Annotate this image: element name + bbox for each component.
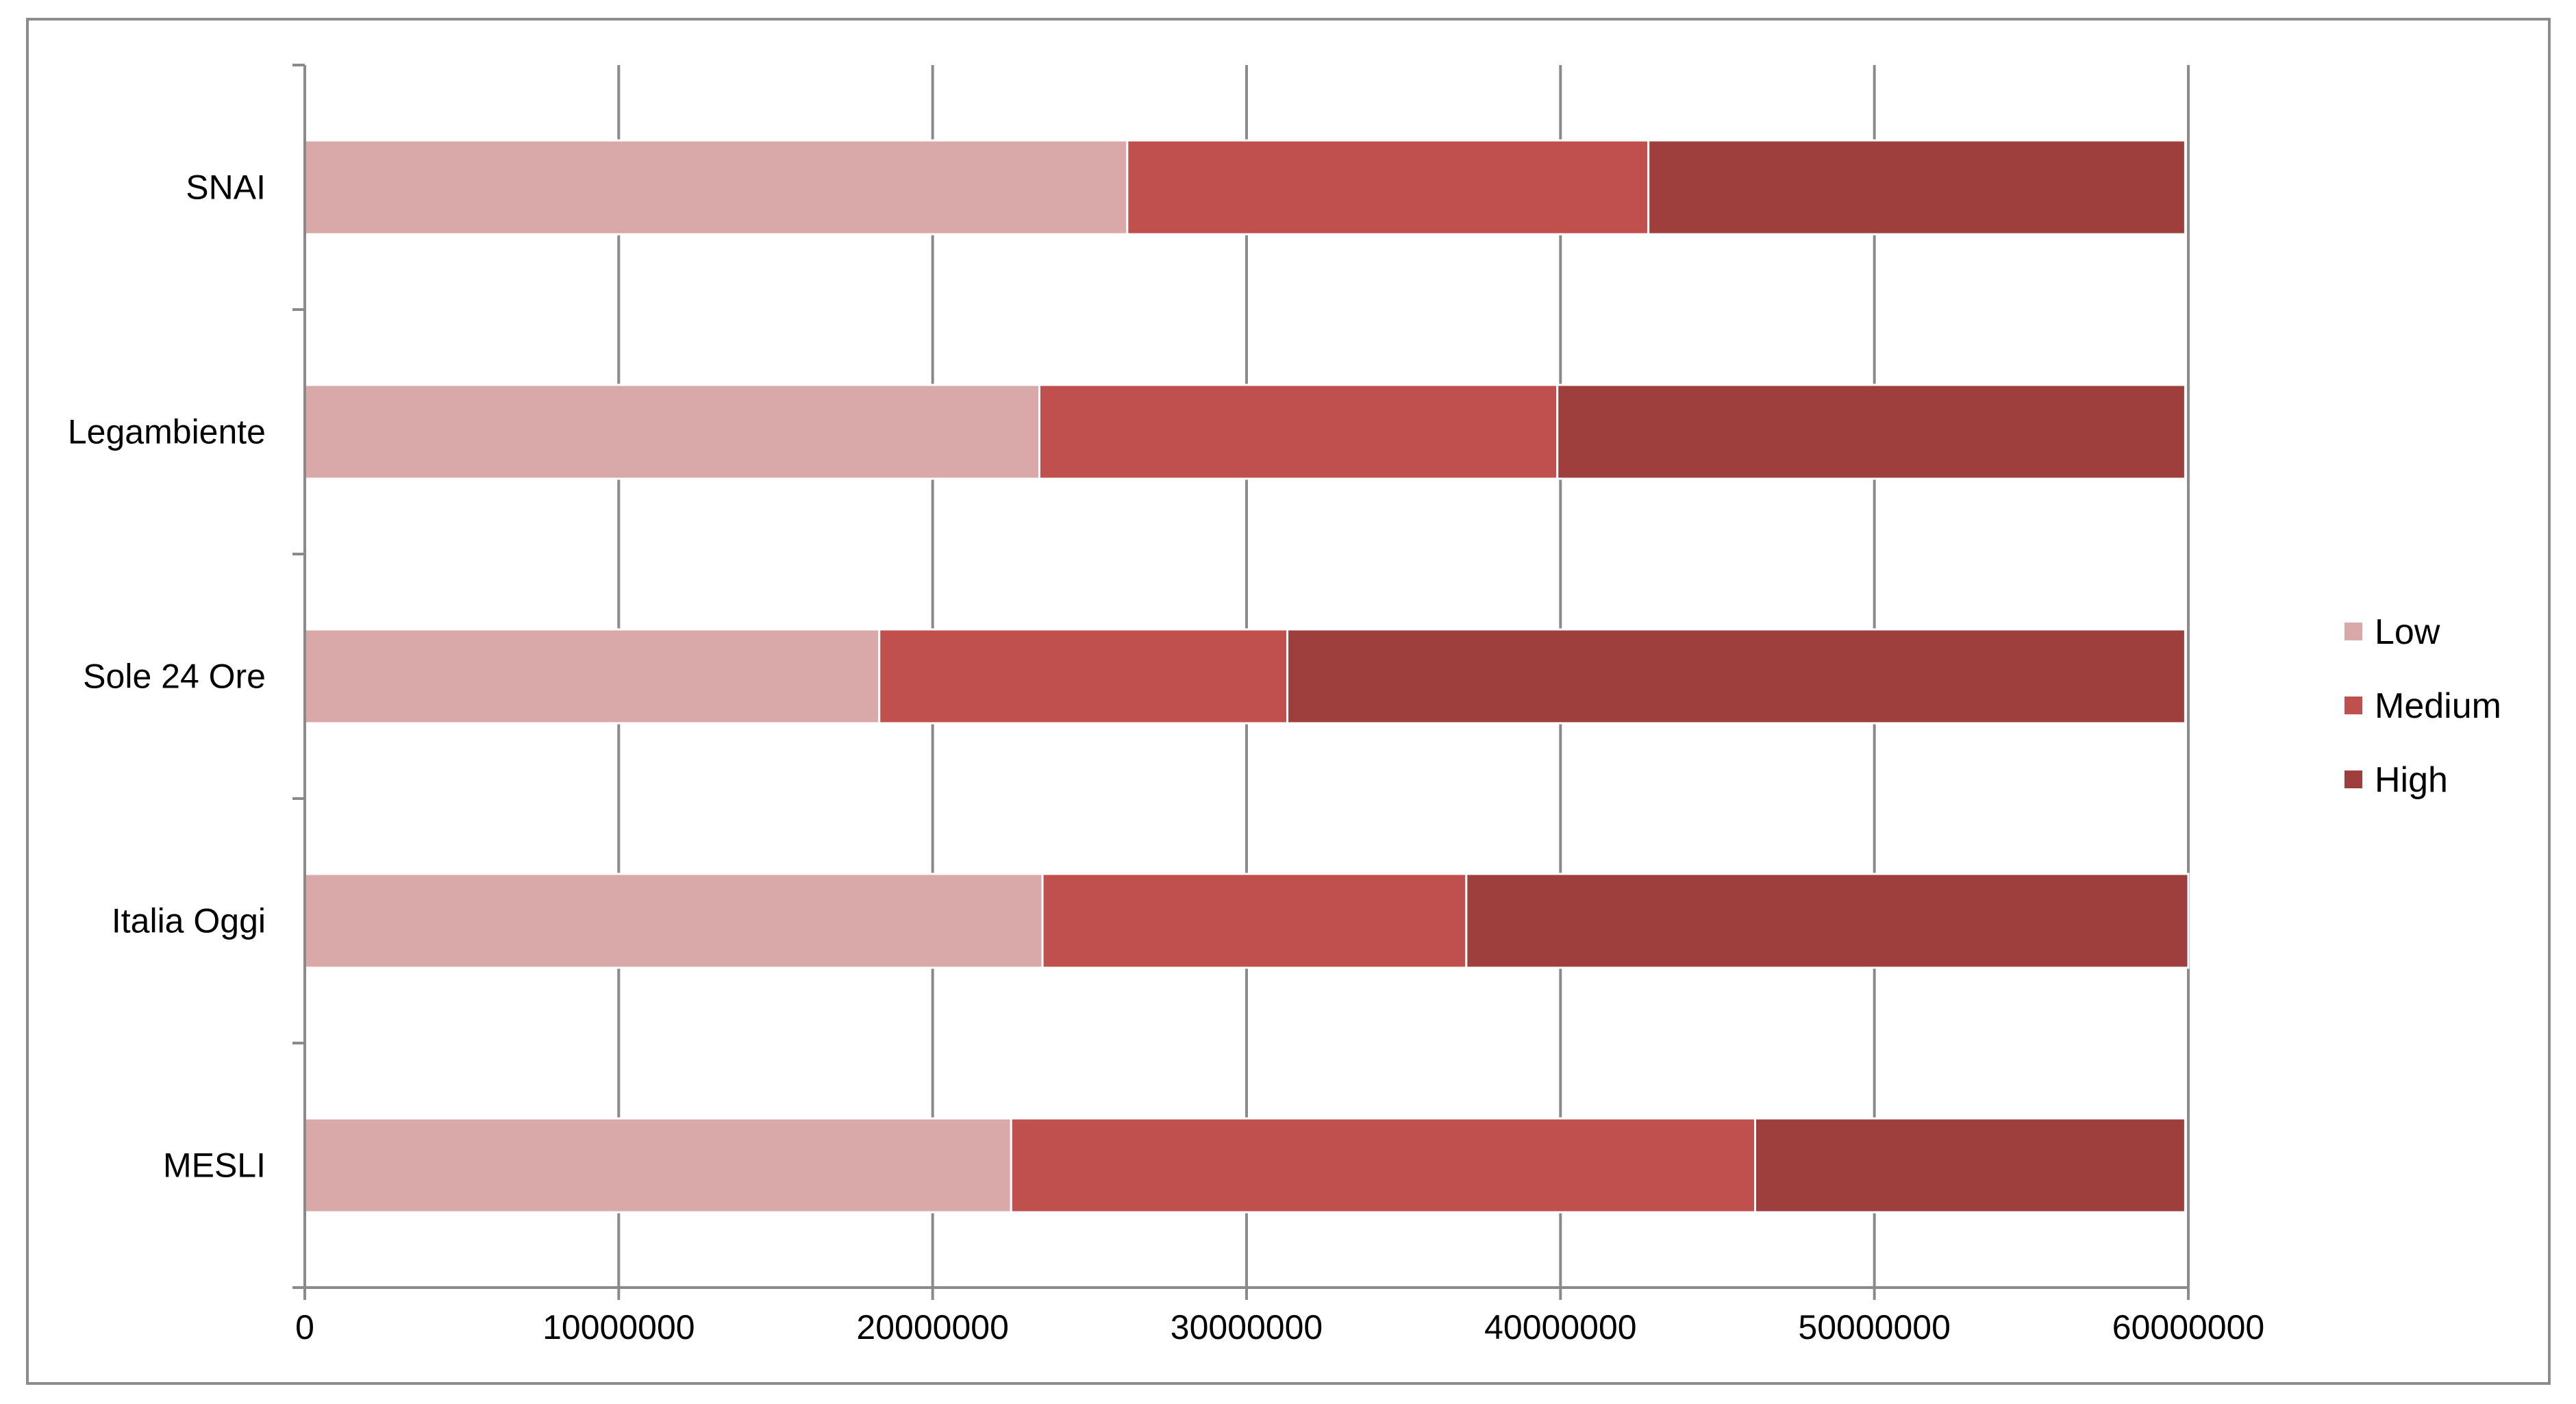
bars (303, 139, 2190, 1214)
x-tick-label: 10000000 (542, 1308, 695, 1346)
bar-high-italia-oggi (1465, 873, 2190, 969)
x-tick-label: 30000000 (1171, 1308, 1323, 1346)
bar-low-snai (303, 139, 1129, 236)
bar-high-snai (1647, 139, 2186, 236)
legend-label-high: High (2375, 760, 2448, 800)
x-tick-label: 20000000 (856, 1308, 1008, 1346)
bar-medium-italia-oggi (1041, 873, 1468, 969)
legend-swatch-high (2344, 770, 2362, 788)
x-tick-label: 40000000 (1484, 1308, 1636, 1346)
axes (292, 64, 2190, 1300)
category-label: Italia Oggi (112, 902, 266, 940)
legend-label-medium: Medium (2375, 686, 2501, 726)
category-label: Sole 24 Ore (83, 657, 266, 696)
category-label: MESLI (163, 1146, 266, 1185)
category-label: Legambiente (68, 413, 266, 451)
category-labels: SNAI Legambiente Sole 24 Ore Italia Oggi MES… (68, 168, 266, 1185)
bar-medium-legambiente (1038, 384, 1559, 480)
bar-low-italia-oggi (303, 873, 1044, 969)
bar-low-sole-24-ore (303, 628, 881, 725)
legend: Low Medium High (2344, 612, 2501, 800)
bar-low-mesli (303, 1117, 1012, 1214)
bar-medium-snai (1126, 139, 1650, 236)
bar-low-legambiente (303, 384, 1040, 480)
bar-medium-mesli (1010, 1117, 1756, 1214)
bar-high-legambiente (1556, 384, 2186, 480)
x-tick-label: 60000000 (2112, 1308, 2264, 1346)
category-label: SNAI (186, 168, 266, 207)
x-tick-label: 0 (295, 1308, 314, 1346)
legend-swatch-low (2344, 623, 2362, 640)
bar-high-mesli (1754, 1117, 2186, 1214)
x-tick-labels: 0 10000000 20000000 30000000 40000000 5000000… (295, 1308, 2264, 1346)
x-tick-label: 50000000 (1798, 1308, 1950, 1346)
bar-medium-sole-24-ore (878, 628, 1289, 725)
legend-swatch-medium (2344, 697, 2362, 714)
bar-high-sole-24-ore (1286, 628, 2186, 725)
legend-label-low: Low (2375, 612, 2440, 652)
